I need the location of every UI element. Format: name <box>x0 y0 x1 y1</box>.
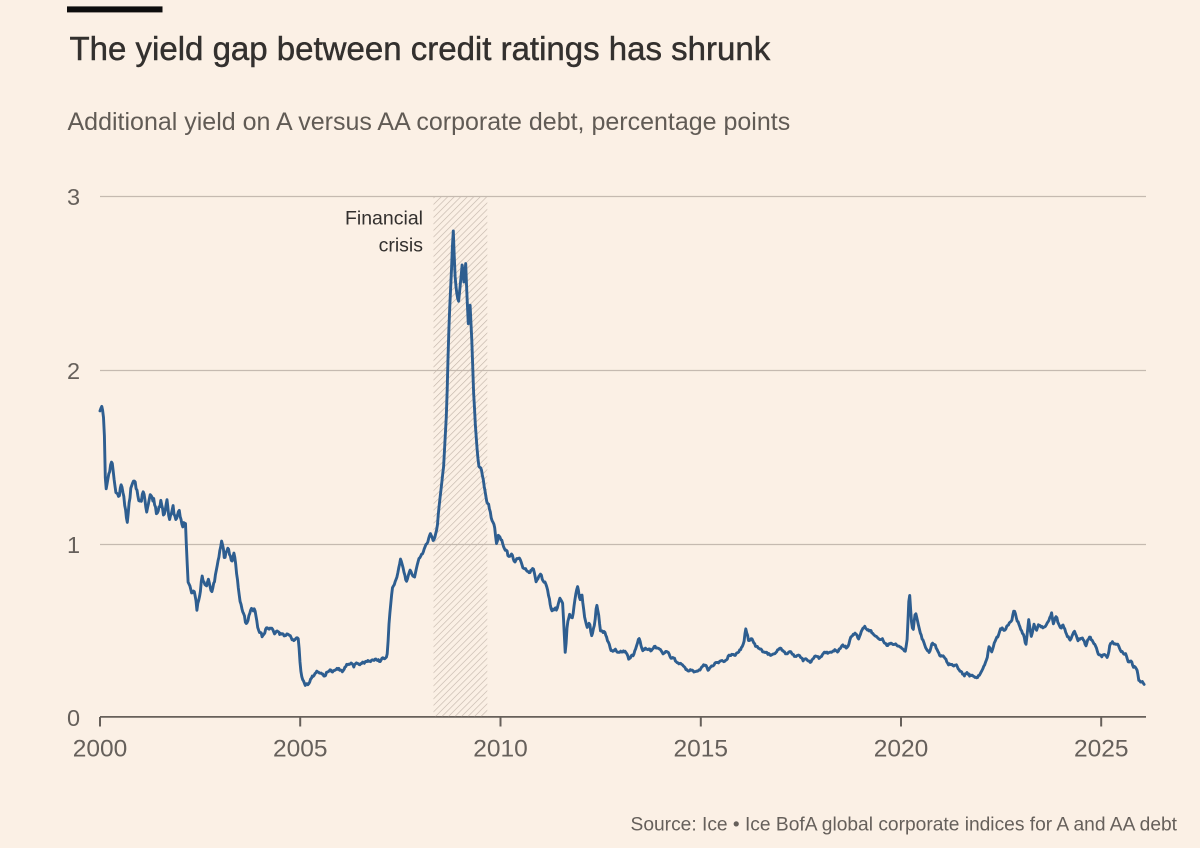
svg-text:2020: 2020 <box>874 736 929 763</box>
svg-text:0: 0 <box>67 705 80 731</box>
svg-text:2010: 2010 <box>473 736 528 763</box>
svg-text:3: 3 <box>67 184 80 210</box>
svg-text:Financial: Financial <box>345 208 423 230</box>
svg-text:2015: 2015 <box>674 736 729 763</box>
svg-text:2025: 2025 <box>1074 736 1129 763</box>
svg-text:crisis: crisis <box>379 235 424 257</box>
svg-text:Additional yield on A versus A: Additional yield on A versus AA corporat… <box>68 108 791 136</box>
svg-text:Source: Ice • Ice BofA global: Source: Ice • Ice BofA global corporate … <box>631 815 1178 836</box>
svg-text:2000: 2000 <box>73 736 128 763</box>
svg-text:1: 1 <box>67 532 80 558</box>
svg-text:2: 2 <box>67 358 80 384</box>
svg-text:The yield gap between credit r: The yield gap between credit ratings has… <box>70 30 771 67</box>
svg-text:2005: 2005 <box>273 736 328 763</box>
